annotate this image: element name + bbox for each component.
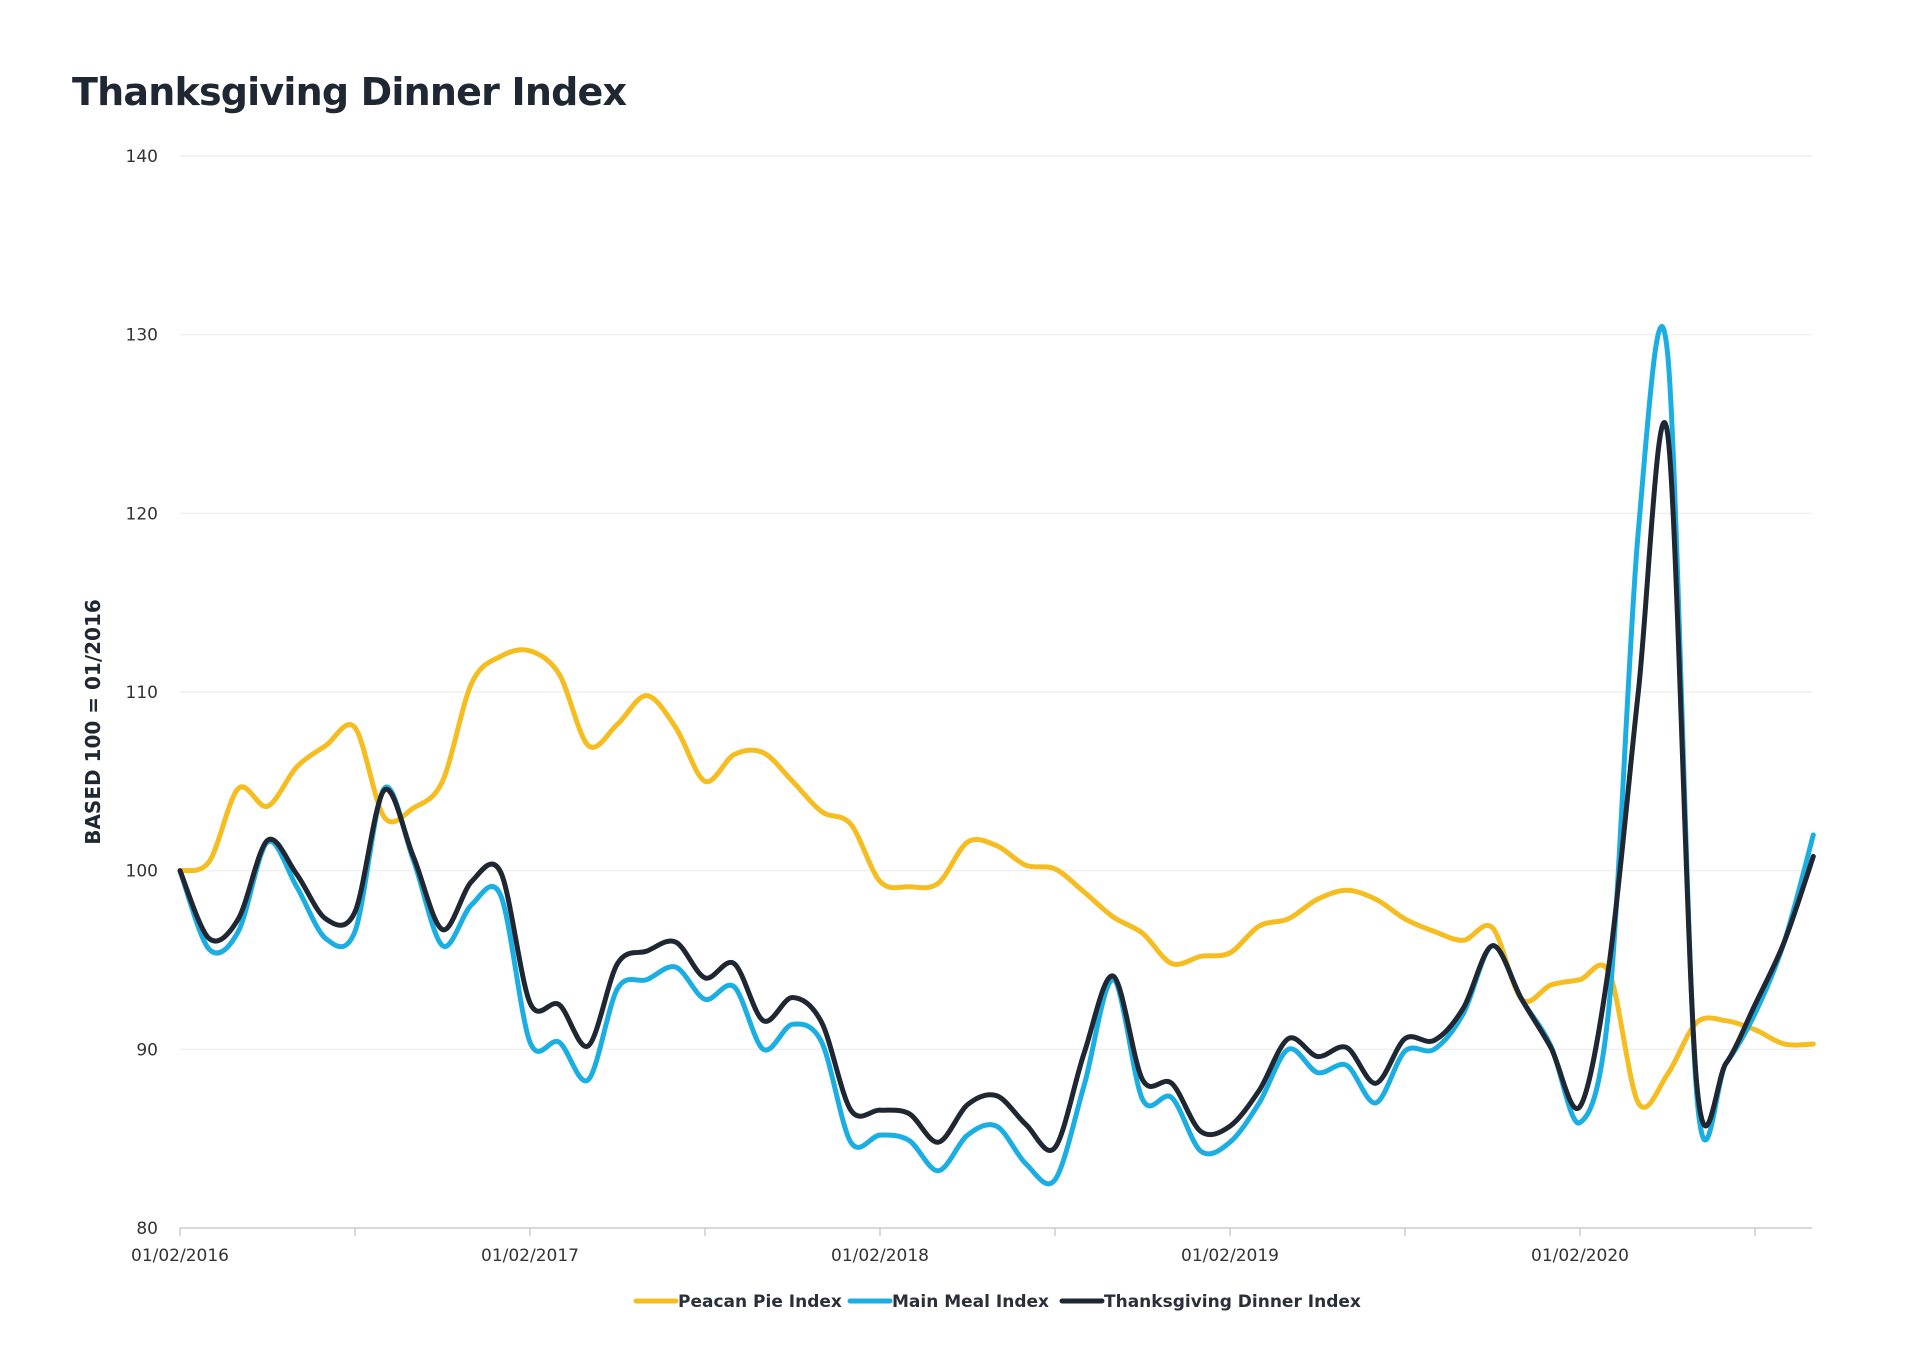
x-tick-label: 01/02/2020 (1531, 1246, 1629, 1266)
legend: Peacan Pie Index Main Meal Index Thanksgiv… (633, 1292, 1361, 1312)
y-tick-label: 120 (126, 504, 158, 524)
y-tick-label: 80 (136, 1219, 158, 1239)
x-axis: 01/02/2016 01/02/2017 01/02/2018 01/02/2019… (131, 1227, 1812, 1266)
y-tick-label: 90 (136, 1040, 158, 1060)
y-axis-ticks: 80 90 100 110 120 130 140 (126, 147, 158, 1239)
y-axis-label: BASED 100 = 01/2016 (81, 599, 105, 845)
peacan-pie-index-legend-label: Peacan Pie Index (678, 1292, 842, 1312)
peacan-pie-index-line (177, 647, 1816, 1110)
y-tick-label: 140 (126, 147, 158, 167)
thanksgiving-dinner-index-legend-label: Thanksgiving Dinner Index (1104, 1292, 1361, 1312)
y-tick-label: 110 (126, 683, 158, 703)
y-tick-label: 100 (126, 862, 158, 882)
series-lines (177, 324, 1816, 1187)
x-tick-label: 01/02/2017 (481, 1246, 579, 1266)
x-tick-label: 01/02/2019 (1181, 1246, 1279, 1266)
main-meal-index-line (177, 324, 1816, 1187)
x-tick-label: 01/02/2016 (131, 1246, 229, 1266)
grid-lines (180, 155, 1812, 1050)
chart-title: Thanksgiving Dinner Index (72, 70, 627, 114)
y-tick-label: 130 (126, 326, 158, 346)
main-meal-index-legend-label: Main Meal Index (892, 1292, 1049, 1312)
x-tick-label: 01/02/2018 (831, 1246, 929, 1266)
thanksgiving-dinner-index-line (177, 420, 1816, 1153)
